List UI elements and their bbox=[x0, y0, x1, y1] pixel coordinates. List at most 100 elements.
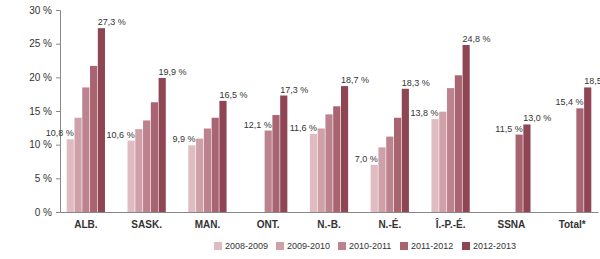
legend-label: 2011-2012 bbox=[411, 241, 453, 251]
y-tick-label: 10 % bbox=[29, 139, 52, 150]
x-tick-label: SSNA bbox=[497, 219, 525, 230]
bar bbox=[318, 129, 325, 212]
data-label: 19,9 % bbox=[159, 67, 187, 77]
y-tick: 25 % bbox=[29, 38, 60, 49]
data-label: 16,5 % bbox=[219, 90, 247, 100]
x-tick: Î.-P.-É. bbox=[435, 212, 466, 230]
y-tick-mark bbox=[56, 77, 60, 78]
chart-svg: 0 % 5 % 10 % 15 % 20 % 25 % 30 % ALB. SASK. MAN. O… bbox=[0, 0, 600, 259]
bar bbox=[151, 102, 158, 212]
bars bbox=[67, 28, 592, 212]
y-tick: 5 % bbox=[35, 173, 60, 184]
y-tick: 10 % bbox=[29, 139, 60, 150]
data-label: 24,8 % bbox=[463, 34, 491, 44]
bar bbox=[394, 118, 401, 212]
y-tick-mark bbox=[56, 10, 60, 11]
bar bbox=[447, 88, 454, 212]
bar bbox=[325, 114, 332, 212]
data-labels: 10,8 %27,3 %10,6 %19,9 %9,9 %16,5 %12,1 … bbox=[46, 17, 600, 164]
bar bbox=[310, 134, 317, 212]
x-tick: ONT. bbox=[257, 212, 280, 230]
data-label: 13,0 % bbox=[523, 113, 551, 123]
y-axis: 0 % 5 % 10 % 15 % 20 % 25 % 30 % bbox=[29, 5, 60, 218]
y-tick-label: 0 % bbox=[35, 207, 52, 218]
bar bbox=[378, 147, 385, 212]
y-tick-label: 5 % bbox=[35, 173, 52, 184]
data-label: 27,3 % bbox=[98, 17, 126, 27]
y-tick-mark bbox=[56, 111, 60, 112]
data-label: 11,5 % bbox=[495, 124, 522, 134]
data-label: 18,7 % bbox=[341, 75, 369, 85]
legend: 2008-2009 2009-2010 2010-2011 2011-2012 2012… bbox=[214, 241, 516, 251]
bar bbox=[386, 137, 393, 212]
chart-container: 0 % 5 % 10 % 15 % 20 % 25 % 30 % ALB. SASK. MAN. O… bbox=[0, 0, 600, 259]
x-tick-label: Total* bbox=[559, 219, 586, 230]
bar bbox=[523, 124, 530, 212]
bar bbox=[584, 87, 591, 212]
x-tick: Total* bbox=[559, 212, 586, 230]
bar bbox=[333, 106, 340, 212]
bar bbox=[576, 108, 583, 212]
x-tick-label: SASK. bbox=[131, 219, 162, 230]
bar bbox=[265, 131, 272, 212]
data-label: 9,9 % bbox=[172, 134, 195, 144]
legend-swatch bbox=[214, 242, 222, 250]
x-tick-label: MAN. bbox=[195, 219, 221, 230]
x-axis: ALB. SASK. MAN. ONT. N.-B. N.-É. Î.-P.-É. SSNA T… bbox=[61, 212, 599, 230]
y-axis-line bbox=[56, 11, 61, 213]
x-tick-label: N.-É. bbox=[378, 218, 401, 230]
data-label: 11,6 % bbox=[290, 123, 317, 133]
bar bbox=[196, 139, 203, 212]
x-axis-line bbox=[61, 212, 599, 213]
y-tick-label: 15 % bbox=[29, 106, 52, 117]
y-tick-label: 30 % bbox=[29, 5, 52, 16]
bar bbox=[402, 89, 409, 212]
legend-swatch bbox=[338, 242, 346, 250]
data-label: 10,8 % bbox=[46, 128, 74, 138]
x-tick: N.-B. bbox=[317, 212, 341, 230]
y-tick: 15 % bbox=[29, 106, 60, 117]
bar bbox=[98, 28, 105, 212]
bar bbox=[371, 165, 378, 212]
data-label: 7,0 % bbox=[355, 154, 378, 164]
bar bbox=[74, 118, 81, 212]
x-tick: SASK. bbox=[131, 212, 162, 230]
y-tick-mark bbox=[56, 178, 60, 179]
bar bbox=[439, 112, 446, 212]
bar bbox=[135, 129, 142, 212]
legend-swatch bbox=[400, 242, 408, 250]
data-label: 18,3 % bbox=[402, 78, 430, 88]
y-tick: 20 % bbox=[29, 72, 60, 83]
bar bbox=[204, 129, 211, 212]
data-label: 15,4 % bbox=[555, 97, 583, 107]
legend-swatch bbox=[276, 242, 284, 250]
x-tick-label: ALB. bbox=[74, 219, 98, 230]
bar bbox=[212, 118, 219, 212]
bar bbox=[431, 119, 438, 212]
x-tick-label: N.-B. bbox=[317, 219, 341, 230]
bar bbox=[219, 101, 226, 212]
legend-label: 2008-2009 bbox=[225, 241, 268, 251]
y-tick: 0 % bbox=[35, 207, 60, 218]
bar bbox=[159, 78, 166, 212]
legend-label: 2009-2010 bbox=[287, 241, 330, 251]
bar bbox=[272, 115, 279, 212]
x-tick: SSNA bbox=[497, 212, 525, 230]
bar bbox=[341, 86, 348, 212]
legend-label: 2012-2013 bbox=[473, 241, 516, 251]
legend-label: 2010-2011 bbox=[349, 241, 391, 251]
bar bbox=[143, 120, 150, 212]
y-tick-label: 25 % bbox=[29, 38, 52, 49]
bar bbox=[455, 75, 462, 212]
x-tick-label: Î.-P.-É. bbox=[435, 218, 466, 230]
y-tick-mark bbox=[56, 145, 60, 146]
legend-swatch bbox=[462, 242, 470, 250]
x-tick: MAN. bbox=[195, 212, 221, 230]
x-tick-label: ONT. bbox=[257, 219, 280, 230]
bar bbox=[280, 96, 287, 212]
bar bbox=[127, 141, 134, 212]
y-tick-mark bbox=[56, 44, 60, 45]
x-tick: N.-É. bbox=[378, 212, 401, 230]
y-tick-label: 20 % bbox=[29, 72, 52, 83]
bar bbox=[82, 87, 89, 212]
